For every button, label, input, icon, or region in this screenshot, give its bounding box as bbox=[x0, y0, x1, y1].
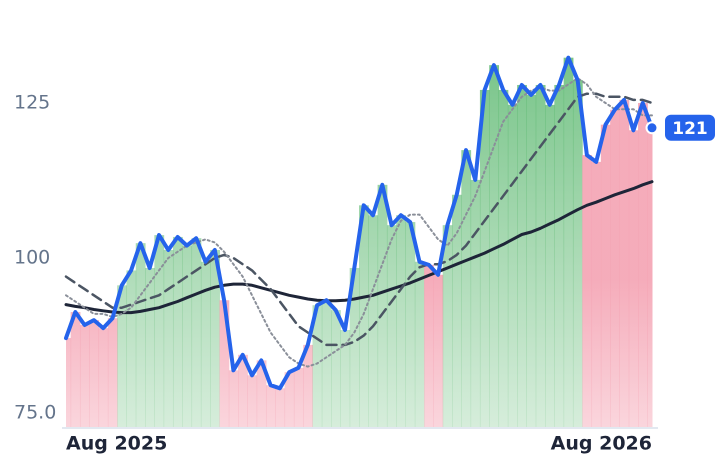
labels: 75.0 100 125 Aug 2025 Aug 2026 121 bbox=[14, 91, 715, 455]
shade-column bbox=[489, 65, 500, 428]
shade-column bbox=[89, 320, 100, 428]
shade-column bbox=[117, 285, 127, 428]
shade-column bbox=[265, 385, 276, 428]
shade-column bbox=[526, 94, 537, 428]
shade-column bbox=[340, 329, 351, 428]
shade-column bbox=[349, 267, 360, 428]
shade-column bbox=[359, 205, 369, 428]
shade-column bbox=[368, 215, 379, 428]
shade-column bbox=[107, 318, 118, 428]
shade-column bbox=[545, 104, 555, 429]
shade-column bbox=[600, 124, 611, 429]
series-line bbox=[64, 55, 654, 391]
shade-column bbox=[535, 84, 546, 429]
shade-column bbox=[126, 270, 137, 428]
shade-column bbox=[396, 215, 407, 428]
last-value-label: 121 bbox=[672, 119, 708, 139]
shade-column bbox=[619, 99, 630, 428]
shade-column bbox=[191, 238, 202, 428]
shade-column bbox=[442, 225, 453, 428]
shade-column bbox=[145, 267, 155, 428]
shade-column bbox=[219, 300, 230, 428]
shade-column bbox=[498, 89, 509, 429]
shade-column bbox=[163, 249, 174, 428]
shade-column bbox=[470, 179, 481, 428]
shade-column bbox=[461, 150, 472, 428]
shade-column bbox=[135, 243, 146, 428]
shade-column bbox=[275, 388, 286, 428]
shade-column bbox=[331, 310, 341, 428]
shade-column bbox=[182, 245, 193, 428]
y-tick-label: 100 bbox=[14, 247, 50, 269]
shade-column bbox=[312, 305, 323, 428]
shade-column bbox=[238, 354, 248, 428]
shade-column bbox=[154, 235, 165, 428]
series-line bbox=[64, 92, 654, 347]
series-line bbox=[64, 180, 654, 315]
shade-column bbox=[247, 375, 258, 428]
y-tick-label: 75.0 bbox=[14, 402, 56, 424]
shade-column bbox=[591, 161, 602, 429]
shade-column bbox=[610, 109, 620, 428]
shade-column bbox=[554, 84, 565, 429]
shade-column bbox=[452, 194, 462, 428]
shade-column bbox=[98, 328, 109, 428]
lines bbox=[64, 55, 659, 391]
shade-column bbox=[210, 249, 220, 428]
shade-column bbox=[582, 155, 593, 429]
shade-column bbox=[433, 274, 444, 428]
shade-column bbox=[321, 300, 332, 428]
shade-column bbox=[628, 130, 639, 428]
shade-column bbox=[424, 264, 434, 428]
shade-column bbox=[256, 360, 267, 428]
x-tick-label: Aug 2025 bbox=[66, 433, 167, 455]
shade-column bbox=[284, 372, 295, 428]
shading bbox=[66, 57, 653, 429]
shade-column bbox=[647, 127, 653, 428]
shade-column bbox=[507, 104, 518, 429]
shade-column bbox=[70, 312, 81, 428]
shade-column bbox=[377, 184, 388, 428]
shade-column bbox=[293, 367, 304, 428]
shade-column bbox=[405, 222, 416, 428]
shade-column bbox=[79, 325, 90, 428]
shade-column bbox=[386, 225, 397, 428]
shade-column bbox=[563, 57, 574, 429]
shade-column bbox=[303, 344, 313, 428]
shade-column bbox=[517, 84, 527, 429]
shade-column bbox=[572, 80, 583, 428]
shade-column bbox=[414, 261, 425, 428]
y-tick-label: 125 bbox=[14, 91, 50, 113]
shade-column bbox=[66, 338, 72, 428]
shade-column bbox=[638, 102, 648, 429]
shade-column bbox=[479, 89, 490, 429]
x-tick-label: Aug 2026 bbox=[551, 433, 652, 455]
shade-column bbox=[228, 370, 239, 428]
shade-column bbox=[200, 261, 211, 428]
last-value-pill bbox=[665, 114, 715, 141]
last-point bbox=[645, 121, 659, 135]
shade-column bbox=[172, 236, 183, 428]
